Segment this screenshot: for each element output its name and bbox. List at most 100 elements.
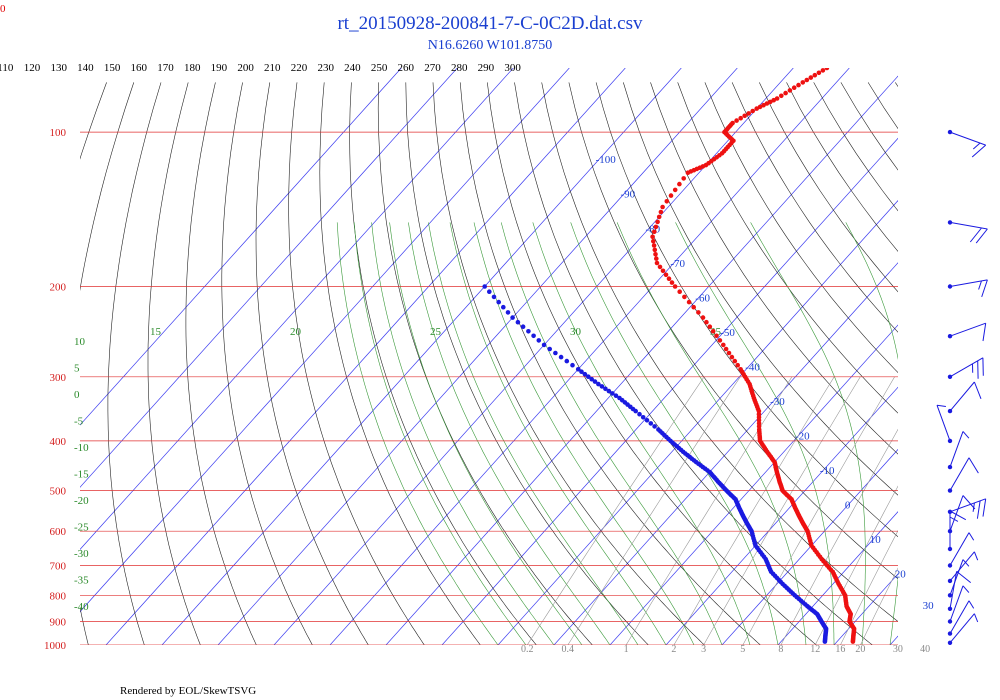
- pressure-tick-label: 600: [50, 526, 67, 538]
- footer-credit: Rendered by EOL/SkewTSVG: [120, 685, 256, 697]
- wind-barb: [947, 457, 979, 493]
- dry-adiabat-line: [922, 82, 1000, 645]
- profile-point: [610, 391, 615, 396]
- mixing-ratio-label: 2: [671, 644, 676, 655]
- isotherm-label: -60: [695, 292, 710, 304]
- wind-barb-flag: [969, 227, 982, 243]
- mixing-ratio-label: 3: [701, 644, 706, 655]
- wind-barb-flag: [962, 495, 976, 510]
- profile-point: [764, 101, 770, 106]
- wind-barb: [947, 498, 987, 519]
- profile-point: [505, 310, 511, 315]
- wind-barb: [947, 571, 972, 611]
- profile-point: [536, 338, 542, 343]
- profile-point: [700, 315, 706, 320]
- profile-point: [652, 247, 658, 253]
- isotherm-label: -100: [596, 154, 617, 166]
- wind-barb-flag: [973, 381, 982, 399]
- isotherm-line: [80, 68, 458, 488]
- top-temperature-label: 200: [237, 62, 254, 74]
- wind-barbs: [936, 129, 988, 645]
- profile-point: [804, 77, 810, 83]
- mixing-ratio-line: [780, 428, 898, 645]
- wind-barb: [947, 357, 984, 379]
- profile-point: [582, 371, 588, 377]
- wind-barb-flag: [949, 510, 967, 521]
- profile-point: [650, 234, 655, 240]
- mixing-ratio-line: [567, 376, 741, 645]
- profile-point: [653, 224, 659, 230]
- profile-point: [487, 289, 492, 295]
- profile-point: [783, 90, 788, 96]
- pressure-tick-label: 400: [50, 436, 67, 448]
- wind-barb-flag: [975, 228, 988, 244]
- profile-point: [761, 102, 766, 108]
- top-temperature-label: 160: [131, 62, 148, 74]
- moist-adiabat-line: [449, 222, 667, 645]
- mixing-ratio-line: [742, 376, 895, 645]
- isotherm-label: 10: [870, 534, 882, 546]
- moist-adiabat-label: -5: [74, 416, 84, 428]
- wind-barb-flag: [978, 280, 982, 290]
- isotherm-line: [273, 68, 794, 645]
- isotherm-line: [80, 68, 570, 613]
- top-temperature-label: 220: [291, 62, 308, 74]
- moist-adiabat-line: [353, 222, 527, 645]
- mixing-ratio-label: 30: [893, 644, 903, 655]
- profile-point: [822, 639, 828, 644]
- wind-barb: [936, 404, 953, 444]
- dry-adiabat-line: [432, 82, 705, 645]
- mixing-ratio-label: 16: [835, 644, 845, 655]
- isotherm-line: [609, 324, 898, 645]
- moist-adiabat-line: [428, 222, 639, 645]
- mixing-ratio-label: 8: [778, 644, 783, 655]
- profile-point: [742, 113, 747, 119]
- isotherm-line: [329, 68, 850, 645]
- pressure-tick-label: 700: [50, 561, 67, 573]
- dry-adiabat-label: 20: [290, 326, 302, 338]
- isotherm-label: -90: [621, 189, 636, 201]
- top-temperature-label: 170: [157, 62, 174, 74]
- profile-point: [735, 362, 740, 368]
- profile-point: [774, 96, 780, 101]
- profile-point: [791, 85, 797, 90]
- moist-adiabat-line: [408, 222, 611, 645]
- profile-point: [672, 284, 678, 289]
- sounding-profiles: [482, 68, 857, 644]
- wind-barb-flag: [968, 457, 979, 474]
- moist-adiabat-label: 5: [74, 363, 80, 375]
- dry-adiabat-line: [867, 82, 898, 130]
- dry-adiabat-line: [786, 82, 898, 252]
- wind-barb-flag: [982, 498, 987, 517]
- profile-point: [592, 379, 598, 384]
- moist-adiabat-label: -35: [74, 575, 89, 587]
- profile-point: [669, 280, 675, 285]
- wind-barb: [947, 220, 988, 244]
- top-temperature-label: 190: [211, 62, 228, 74]
- profile-point: [816, 70, 822, 76]
- pressure-tick-label: 100: [50, 127, 67, 139]
- dry-adiabat-line: [840, 82, 898, 171]
- wind-barb-flag: [936, 404, 946, 407]
- isotherm-label: 0: [845, 500, 851, 512]
- profile-point: [732, 358, 738, 364]
- profile-point: [682, 294, 687, 300]
- moist-adiabat-line: [750, 222, 866, 645]
- profile-point: [721, 342, 726, 348]
- isotherm-label: -10: [820, 465, 835, 477]
- profile-point: [603, 386, 608, 392]
- pressure-tick-label: 500: [50, 486, 67, 498]
- top-temperature-label: 250: [371, 62, 388, 74]
- wind-barb-staff: [949, 495, 964, 532]
- wind-barb-flag: [968, 532, 975, 541]
- profile-point: [714, 333, 719, 339]
- moist-adiabat-line: [389, 222, 583, 645]
- chart-title: rt_20150928-200841-7-C-0C2D.dat.csv: [337, 13, 643, 34]
- moist-adiabat-line: [336, 222, 499, 645]
- profile-point: [640, 415, 646, 420]
- profile-point: [757, 104, 763, 110]
- profile-point: [515, 319, 521, 325]
- dry-adiabat-line: [0, 82, 79, 645]
- profile-point: [520, 324, 526, 330]
